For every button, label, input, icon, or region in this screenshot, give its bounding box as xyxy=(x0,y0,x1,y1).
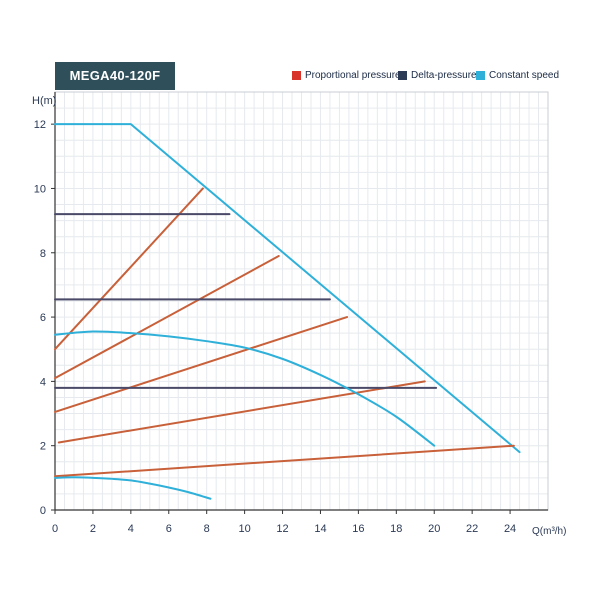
series-line-proportional-pressure xyxy=(57,380,426,444)
series-line-proportional-pressure xyxy=(54,444,515,478)
x-tick-label: 4 xyxy=(128,523,134,535)
series-line-proportional-pressure xyxy=(54,254,280,380)
x-tick-label: 8 xyxy=(204,523,210,535)
y-tick-label: 10 xyxy=(34,183,46,195)
x-tick-label: 6 xyxy=(166,523,172,535)
legend-item-proportional: Proportional pressure xyxy=(292,68,401,82)
x-tick-label: 18 xyxy=(390,523,402,535)
x-tick-label: 10 xyxy=(238,523,250,535)
x-axis-label: Q(m³/h) xyxy=(532,526,566,537)
y-tick-label: 12 xyxy=(34,119,46,131)
series-line-proportional-pressure xyxy=(54,187,204,351)
y-axis-label: H(m) xyxy=(32,95,56,107)
y-tick-label: 6 xyxy=(40,312,46,324)
series-line-constant-speed xyxy=(54,476,212,500)
x-tick-label: 24 xyxy=(504,523,516,535)
legend-item-delta: Delta-pressure xyxy=(398,68,477,82)
y-tick-label: 4 xyxy=(40,376,46,388)
x-tick-label: 20 xyxy=(428,523,440,535)
legend-label-proportional: Proportional pressure xyxy=(305,69,401,81)
legend-swatch-constant xyxy=(476,70,485,80)
chart-title: MEGA40-120F xyxy=(55,62,175,90)
x-tick-label: 12 xyxy=(276,523,288,535)
x-tick-label: 16 xyxy=(352,523,364,535)
series-line-constant-speed xyxy=(54,123,521,454)
legend-swatch-delta xyxy=(398,70,407,80)
x-tick-label: 0 xyxy=(52,523,58,535)
y-tick-label: 2 xyxy=(40,441,46,453)
series-line-constant-speed xyxy=(54,330,436,447)
legend-label-constant: Constant speed xyxy=(489,69,560,81)
y-tick-label: 0 xyxy=(40,505,46,517)
legend-swatch-proportional xyxy=(292,70,301,80)
x-tick-label: 2 xyxy=(90,523,96,535)
legend-item-constant: Constant speed xyxy=(476,68,559,82)
x-tick-label: 14 xyxy=(314,523,326,535)
series-line-proportional-pressure xyxy=(54,316,349,413)
y-tick-label: 8 xyxy=(40,248,46,260)
legend-label-delta: Delta-pressure xyxy=(411,69,477,81)
x-tick-label: 22 xyxy=(466,523,478,535)
